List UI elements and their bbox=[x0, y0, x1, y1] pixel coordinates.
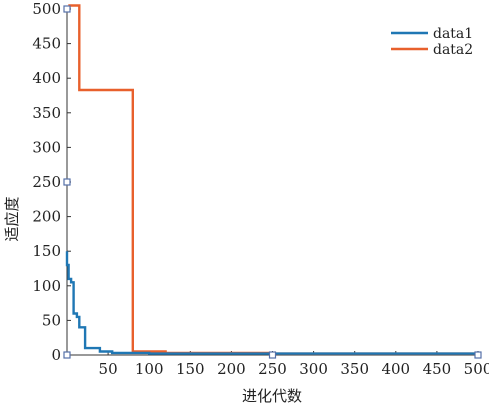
chart-lines bbox=[65, 4, 478, 355]
y-tick-label: 0 bbox=[51, 346, 61, 364]
y-axis-label: 适应度 bbox=[3, 196, 21, 241]
x-axis-label: 进化代数 bbox=[242, 387, 302, 405]
y-tick-label: 100 bbox=[32, 277, 61, 295]
data-point-marker bbox=[474, 351, 482, 359]
chart-ticks: 0 50 100 150 200 250 300 350 400 450 500 50 100 150 20… bbox=[32, 0, 489, 378]
legend-label-data2: data2 bbox=[433, 42, 473, 58]
series-line-data1 bbox=[65, 251, 478, 355]
data-point-marker bbox=[63, 178, 71, 186]
x-tick-label: 450 bbox=[423, 360, 452, 378]
data-point-marker bbox=[63, 5, 71, 13]
x-tick-label: 400 bbox=[381, 360, 410, 378]
x-tick-label: 350 bbox=[340, 360, 369, 378]
y-tick-label: 350 bbox=[32, 104, 61, 122]
x-tick-label: 150 bbox=[176, 360, 205, 378]
chart-axes bbox=[66, 9, 478, 356]
data-point-marker bbox=[268, 351, 277, 359]
y-tick-label: 300 bbox=[32, 138, 61, 156]
y-tick-label: 450 bbox=[32, 35, 61, 53]
y-tick-label: 50 bbox=[42, 311, 61, 329]
x-tick-label: 50 bbox=[99, 360, 118, 378]
y-tick-label: 150 bbox=[32, 242, 61, 260]
legend-label-data1: data1 bbox=[433, 26, 473, 42]
y-tick-label: 400 bbox=[32, 69, 61, 87]
x-tick-label: 300 bbox=[299, 360, 328, 378]
x-tick-label: 200 bbox=[217, 360, 246, 378]
series-line-data2 bbox=[68, 4, 478, 355]
y-tick-label: 250 bbox=[32, 173, 61, 191]
y-tick-label: 200 bbox=[32, 208, 61, 226]
data-point-marker bbox=[63, 351, 71, 359]
y-tick-label: 500 bbox=[32, 0, 61, 18]
x-tick-label: 500 bbox=[464, 360, 489, 378]
chart-markers bbox=[63, 5, 482, 359]
x-tick-label: 100 bbox=[135, 360, 164, 378]
x-tick-label: 250 bbox=[258, 360, 287, 378]
